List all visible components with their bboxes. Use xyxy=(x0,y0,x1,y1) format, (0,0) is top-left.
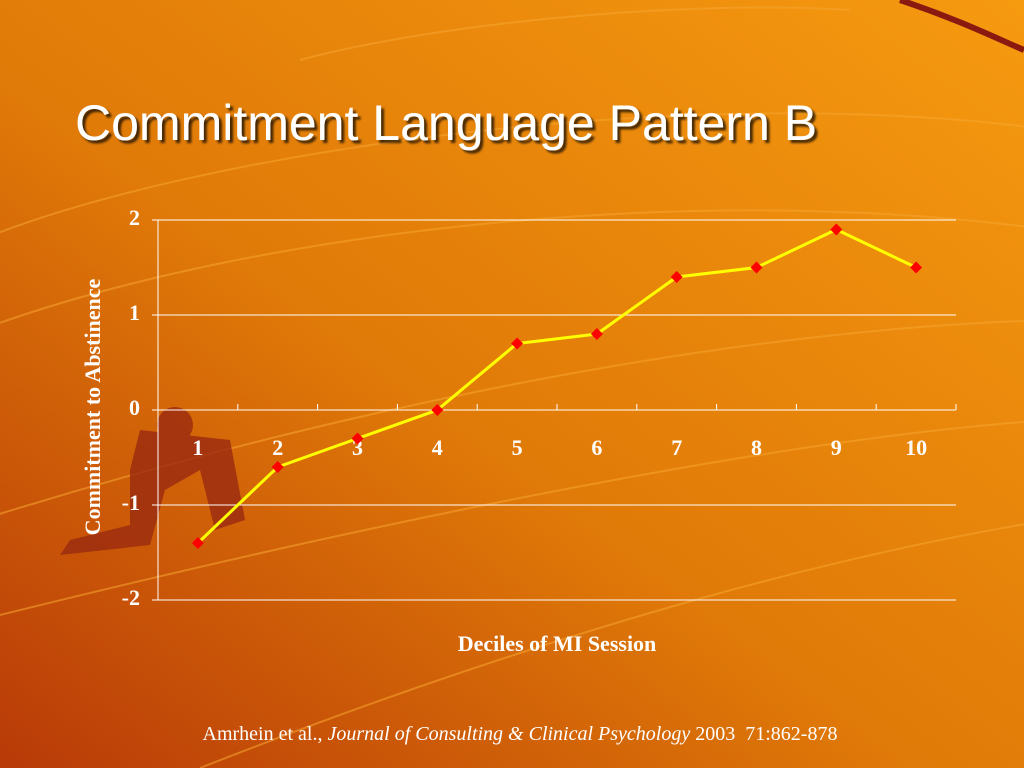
decor-stripe xyxy=(899,0,1024,53)
x-tick-label: 7 xyxy=(671,435,682,460)
data-marker xyxy=(750,261,763,274)
x-tick-label: 5 xyxy=(512,435,523,460)
y-tick-label: 1 xyxy=(129,300,140,325)
y-tick-label: 0 xyxy=(129,395,140,420)
data-marker xyxy=(431,404,444,416)
title: Commitment Language Pattern B xyxy=(75,95,817,151)
data-marker xyxy=(271,461,284,473)
x-axis-label: Deciles of MI Session xyxy=(458,631,657,656)
citation: Amrhein et al., Journal of Consulting & … xyxy=(203,723,838,745)
data-marker xyxy=(670,271,683,283)
citation-journal: Journal of Consulting & Clinical Psychol… xyxy=(327,723,690,745)
data-marker xyxy=(351,432,364,445)
x-tick-label: 9 xyxy=(831,435,842,460)
x-tick-label: 10 xyxy=(905,435,927,460)
y-tick-label: 2 xyxy=(129,205,140,230)
data-marker xyxy=(910,261,923,274)
decor xyxy=(0,6,1024,768)
data-marker xyxy=(191,537,204,549)
y-axis-label: Commitment to Abstinence xyxy=(80,278,105,535)
x-tick-label: 4 xyxy=(432,435,443,460)
citation-details: 2003 71:862-878 xyxy=(695,723,837,745)
y-tick-label: -1 xyxy=(122,490,140,515)
x-tick-label: 8 xyxy=(751,435,762,460)
data-marker xyxy=(511,337,524,350)
citation-authors: Amrhein et al., xyxy=(203,723,323,745)
runner xyxy=(60,407,245,555)
series-line xyxy=(196,227,917,545)
x-tick-label: 3 xyxy=(352,435,363,460)
x-tick-label: 2 xyxy=(272,435,283,460)
data-marker xyxy=(590,328,603,340)
data-marker xyxy=(830,223,843,236)
y-tick-label: -2 xyxy=(122,585,140,610)
x-tick-label: 1 xyxy=(192,435,203,460)
x-tick-label: 6 xyxy=(591,435,602,460)
